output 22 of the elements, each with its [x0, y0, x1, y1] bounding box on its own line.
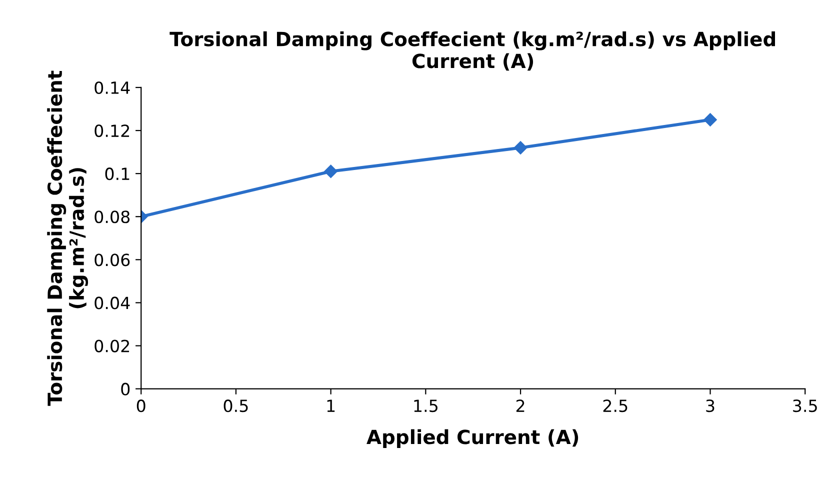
y-tick-label: 0 [121, 382, 130, 396]
y-tick-label: 0.08 [94, 210, 130, 224]
point [324, 164, 338, 178]
x-tick-label: 1 [327, 400, 335, 412]
x-tick-label: 0.5 [224, 400, 248, 412]
y-tick-label: 0.04 [94, 296, 130, 310]
x-tick-label: 3.5 [793, 400, 817, 412]
y-tick-label: 0.1 [105, 168, 130, 180]
x-tick-label: 0 [136, 400, 146, 412]
y-axis-title: Torsional Damping Coeffecient (kg.m²/rad.s) [47, 70, 88, 406]
x-tick-label: 1.5 [414, 400, 438, 412]
y-tick-label: 0.06 [94, 254, 130, 266]
x-tick-label: 2.5 [603, 400, 628, 412]
x-tick-label: 3 [706, 400, 714, 412]
x-tick-label: 2 [516, 400, 524, 412]
x-axis-title: Applied Current (A) [366, 429, 578, 448]
chart-title: Torsional Damping Coeffecient (kg.m²/rad.s) vs Applied Current (A) [170, 31, 775, 71]
y-tick-label: 0.14 [94, 81, 130, 94]
y-tick-label: 0.12 [94, 124, 130, 138]
y-tick-label: 0.02 [94, 340, 130, 352]
point [514, 141, 528, 154]
point [704, 113, 717, 126]
